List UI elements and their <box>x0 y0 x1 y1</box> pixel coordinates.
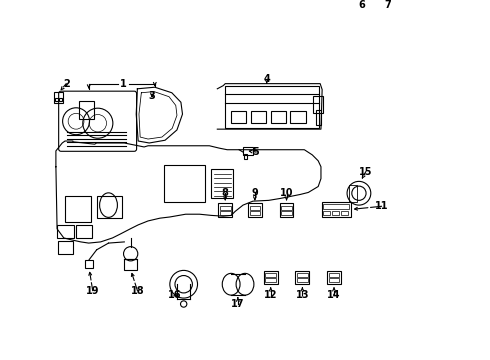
Bar <box>249 211 260 215</box>
Text: 4: 4 <box>264 73 270 84</box>
Bar <box>297 273 308 277</box>
Bar <box>54 93 63 103</box>
Bar <box>329 279 340 283</box>
Text: 18: 18 <box>130 285 144 296</box>
Bar <box>382 8 392 21</box>
Bar <box>266 279 276 283</box>
Bar <box>249 206 260 210</box>
Bar <box>313 95 323 113</box>
Bar <box>270 111 286 123</box>
Bar <box>231 111 246 123</box>
Bar <box>280 203 294 217</box>
Text: 9: 9 <box>251 188 258 198</box>
Text: 15: 15 <box>359 167 372 177</box>
Text: 13: 13 <box>295 289 309 300</box>
Bar <box>97 197 122 218</box>
Text: 3: 3 <box>148 90 155 100</box>
Bar <box>65 197 91 222</box>
Bar <box>327 271 341 284</box>
Text: 19: 19 <box>86 285 99 296</box>
Bar <box>354 9 368 21</box>
Bar <box>220 211 231 215</box>
Text: 16: 16 <box>168 289 181 300</box>
Text: 5: 5 <box>253 147 259 157</box>
Text: 2: 2 <box>63 78 70 89</box>
Bar <box>55 98 58 102</box>
Bar <box>85 260 94 269</box>
Bar <box>322 202 351 217</box>
Bar <box>75 225 92 238</box>
Bar <box>316 110 321 125</box>
Text: 12: 12 <box>264 289 277 300</box>
Bar <box>291 111 306 123</box>
Bar <box>297 279 308 283</box>
Text: 11: 11 <box>375 201 388 211</box>
Bar <box>266 273 276 277</box>
Bar <box>323 211 330 215</box>
Text: 14: 14 <box>327 289 341 300</box>
Text: 6: 6 <box>358 0 365 9</box>
Bar <box>219 203 232 217</box>
Bar <box>225 86 319 129</box>
Text: 10: 10 <box>280 188 294 198</box>
Bar <box>349 185 357 202</box>
Bar <box>295 271 309 284</box>
Bar <box>264 271 278 284</box>
Bar <box>329 273 340 277</box>
Text: 7: 7 <box>385 0 392 9</box>
Bar <box>251 111 266 123</box>
Bar <box>243 147 253 155</box>
Bar <box>341 211 348 215</box>
Bar <box>58 241 74 254</box>
Bar <box>281 211 292 215</box>
Bar <box>79 102 94 119</box>
Text: 17: 17 <box>231 299 245 309</box>
Text: 8: 8 <box>222 188 229 198</box>
Bar <box>59 98 62 102</box>
Bar <box>244 154 247 159</box>
Bar <box>220 206 231 210</box>
Bar <box>164 165 205 202</box>
Bar <box>248 203 262 217</box>
Text: 1: 1 <box>120 78 126 89</box>
Bar <box>57 225 74 238</box>
Bar <box>323 204 349 209</box>
Bar <box>211 169 233 198</box>
Bar <box>124 258 137 270</box>
Bar <box>281 206 292 210</box>
Bar <box>332 211 339 215</box>
